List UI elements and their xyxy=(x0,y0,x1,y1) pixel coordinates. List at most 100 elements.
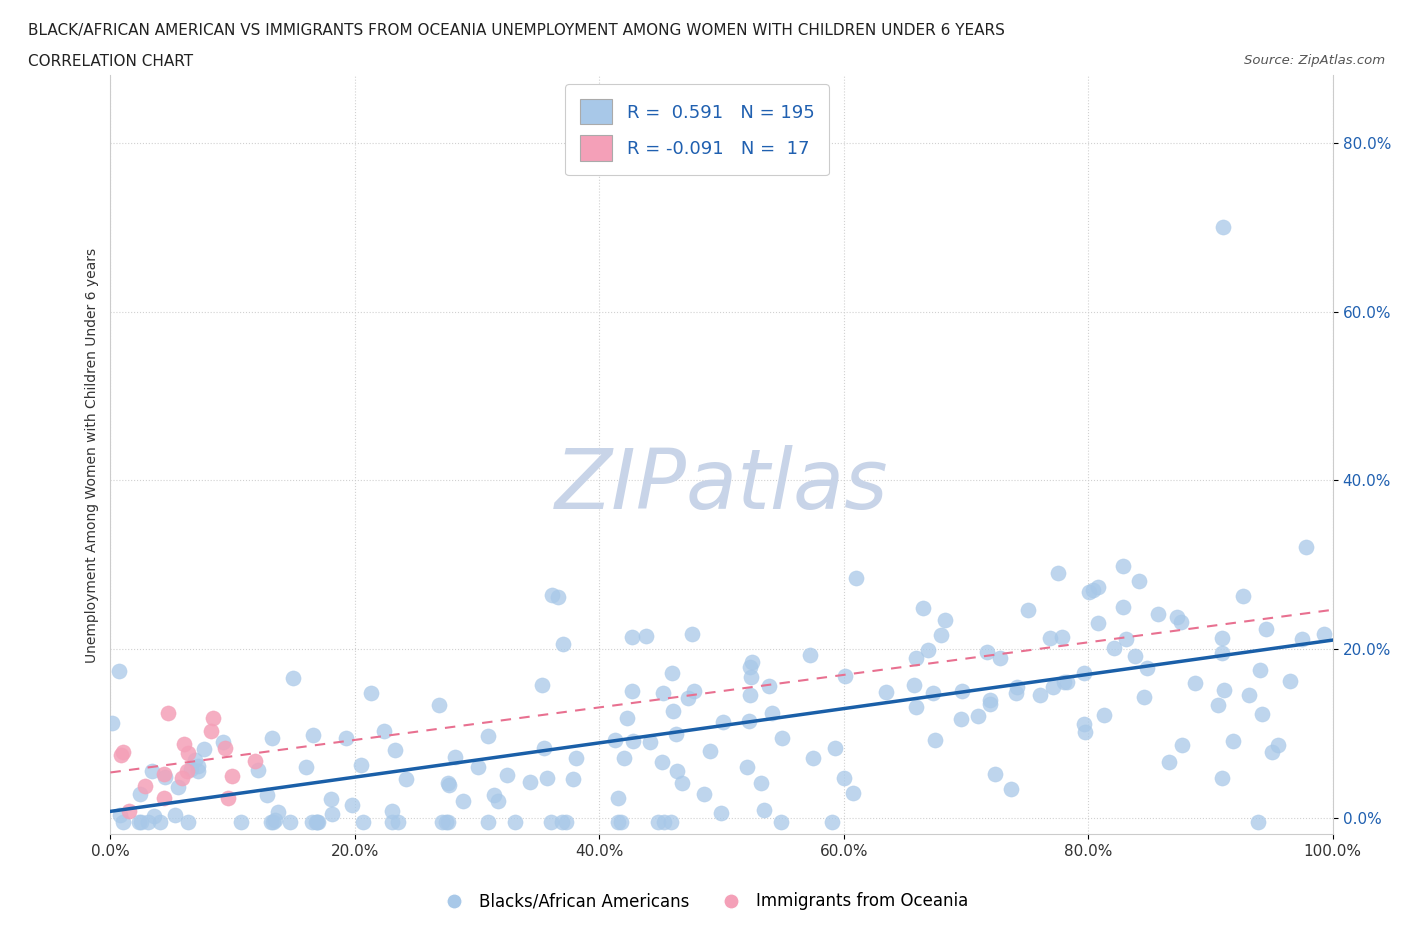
Point xyxy=(170,771,193,786)
Point xyxy=(540,815,562,830)
Point xyxy=(278,815,301,830)
Point xyxy=(665,764,688,779)
Point xyxy=(1312,627,1334,642)
Point xyxy=(108,664,131,679)
Point xyxy=(711,714,734,729)
Point xyxy=(929,628,952,643)
Point xyxy=(1261,744,1284,759)
Point xyxy=(437,776,460,790)
Point xyxy=(167,780,190,795)
Point xyxy=(1278,674,1301,689)
Point xyxy=(990,650,1012,665)
Point xyxy=(200,724,222,738)
Point xyxy=(212,735,235,750)
Point xyxy=(845,570,868,585)
Point xyxy=(984,766,1007,781)
Point xyxy=(264,813,287,828)
Point xyxy=(340,797,363,812)
Point xyxy=(505,815,527,830)
Point xyxy=(1295,540,1317,555)
Point xyxy=(738,659,761,674)
Point xyxy=(1092,707,1115,722)
Point xyxy=(229,815,252,830)
Point xyxy=(136,815,159,830)
Point xyxy=(101,716,124,731)
Point xyxy=(262,815,284,830)
Point xyxy=(295,760,318,775)
Point xyxy=(950,684,973,698)
Point xyxy=(1212,683,1234,698)
Point xyxy=(381,804,404,818)
Point xyxy=(693,787,716,802)
Point xyxy=(149,815,172,830)
Point xyxy=(1087,579,1109,594)
Point xyxy=(904,699,927,714)
Point xyxy=(193,741,215,756)
Point xyxy=(875,685,897,700)
Point xyxy=(905,650,928,665)
Legend: Blacks/African Americans, Immigrants from Oceania: Blacks/African Americans, Immigrants fro… xyxy=(430,885,976,917)
Point xyxy=(1046,565,1069,580)
Point xyxy=(307,815,329,830)
Point xyxy=(1237,688,1260,703)
Point xyxy=(1077,585,1099,600)
Point xyxy=(267,804,290,819)
Point xyxy=(1136,660,1159,675)
Point xyxy=(1111,559,1133,574)
Point xyxy=(966,709,988,724)
Point xyxy=(1112,600,1135,615)
Point xyxy=(187,759,209,774)
Point xyxy=(735,760,758,775)
Text: CORRELATION CHART: CORRELATION CHART xyxy=(28,54,193,69)
Legend: R =  0.591   N = 195, R = -0.091   N =  17: R = 0.591 N = 195, R = -0.091 N = 17 xyxy=(565,85,830,175)
Point xyxy=(770,731,793,746)
Point xyxy=(110,748,132,763)
Point xyxy=(1267,737,1289,752)
Point xyxy=(605,733,627,748)
Point xyxy=(1147,606,1170,621)
Point xyxy=(381,815,404,830)
Point xyxy=(301,727,323,742)
Point xyxy=(1159,754,1181,769)
Point xyxy=(1132,689,1154,704)
Point xyxy=(118,804,141,818)
Point xyxy=(427,698,450,712)
Point xyxy=(395,771,418,786)
Point xyxy=(434,815,457,830)
Point xyxy=(758,679,780,694)
Point xyxy=(128,815,150,830)
Point xyxy=(128,787,150,802)
Point xyxy=(610,815,633,830)
Point xyxy=(519,775,541,790)
Point xyxy=(699,744,721,759)
Text: ZIPatlas: ZIPatlas xyxy=(555,445,889,525)
Point xyxy=(1073,666,1095,681)
Point xyxy=(214,740,236,755)
Point xyxy=(350,757,373,772)
Point xyxy=(924,733,946,748)
Point xyxy=(1042,680,1064,695)
Point xyxy=(661,666,683,681)
Point xyxy=(921,685,943,700)
Point xyxy=(129,815,152,830)
Point xyxy=(903,678,925,693)
Point xyxy=(536,770,558,785)
Point xyxy=(1039,631,1062,645)
Point xyxy=(1000,782,1022,797)
Point xyxy=(541,588,564,603)
Point xyxy=(665,726,688,741)
Point xyxy=(647,815,669,830)
Point xyxy=(671,776,693,790)
Point xyxy=(1247,815,1270,830)
Point xyxy=(1211,631,1233,645)
Point xyxy=(1211,645,1233,660)
Point xyxy=(912,600,935,615)
Point xyxy=(301,815,323,830)
Y-axis label: Unemployment Among Women with Children Under 6 years: Unemployment Among Women with Children U… xyxy=(86,247,100,662)
Point xyxy=(243,753,266,768)
Point xyxy=(554,815,576,830)
Point xyxy=(1250,706,1272,721)
Point xyxy=(651,754,673,769)
Point xyxy=(769,815,792,830)
Point xyxy=(112,815,135,830)
